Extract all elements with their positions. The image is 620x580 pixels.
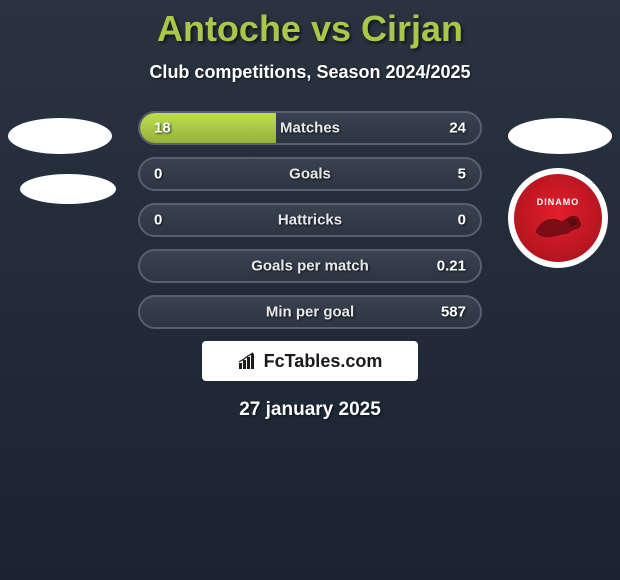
date-label: 27 january 2025 bbox=[0, 399, 620, 421]
stat-row-goals: 0 Goals 5 bbox=[138, 157, 482, 191]
infographic-root: Antoche vs Cirjan Club competitions, Sea… bbox=[0, 0, 620, 421]
subtitle: Club competitions, Season 2024/2025 bbox=[0, 62, 620, 83]
dinamo-badge: DINAMO bbox=[508, 168, 608, 268]
brand-text: FcTables.com bbox=[264, 351, 383, 372]
left-club-badges bbox=[8, 118, 116, 224]
stat-right-value: 0.21 bbox=[437, 258, 466, 275]
stat-label: Min per goal bbox=[266, 304, 354, 321]
right-badge-1 bbox=[508, 118, 612, 154]
stat-row-min-per-goal: Min per goal 587 bbox=[138, 295, 482, 329]
stat-row-hattricks: 0 Hattricks 0 bbox=[138, 203, 482, 237]
stat-row-matches: 18 Matches 24 bbox=[138, 111, 482, 145]
left-badge-2 bbox=[20, 174, 116, 204]
bar-chart-icon bbox=[238, 352, 258, 370]
left-badge-1 bbox=[8, 118, 112, 154]
stat-right-value: 24 bbox=[449, 120, 466, 137]
stat-label: Goals per match bbox=[251, 258, 369, 275]
stat-left-value: 18 bbox=[154, 120, 171, 137]
stat-right-value: 587 bbox=[441, 304, 466, 321]
right-club-badges: DINAMO bbox=[508, 118, 612, 268]
stat-label: Hattricks bbox=[278, 212, 342, 229]
brand-box[interactable]: FcTables.com bbox=[202, 341, 418, 381]
stat-label: Goals bbox=[289, 166, 331, 183]
stat-row-goals-per-match: Goals per match 0.21 bbox=[138, 249, 482, 283]
stat-left-value: 0 bbox=[154, 212, 162, 229]
stat-label: Matches bbox=[280, 120, 340, 137]
dinamo-dog-icon bbox=[528, 204, 588, 244]
stat-right-value: 5 bbox=[458, 166, 466, 183]
stat-right-value: 0 bbox=[458, 212, 466, 229]
stats-container: 18 Matches 24 0 Goals 5 0 Hattricks 0 Go… bbox=[138, 111, 482, 329]
stat-left-value: 0 bbox=[154, 166, 162, 183]
page-title: Antoche vs Cirjan bbox=[0, 8, 620, 50]
